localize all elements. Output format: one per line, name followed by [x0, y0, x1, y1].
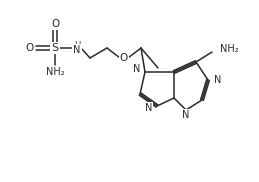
Text: NH₂: NH₂: [46, 67, 64, 77]
Text: H: H: [74, 41, 80, 50]
Text: N: N: [145, 103, 152, 113]
Text: O: O: [120, 53, 128, 63]
Text: N: N: [73, 45, 81, 55]
Text: O: O: [51, 19, 59, 29]
Text: O: O: [26, 43, 34, 53]
Text: N: N: [182, 110, 190, 120]
Text: N: N: [133, 64, 140, 74]
Text: S: S: [52, 43, 59, 53]
Text: NH₂: NH₂: [220, 44, 239, 54]
Text: N: N: [214, 75, 221, 85]
